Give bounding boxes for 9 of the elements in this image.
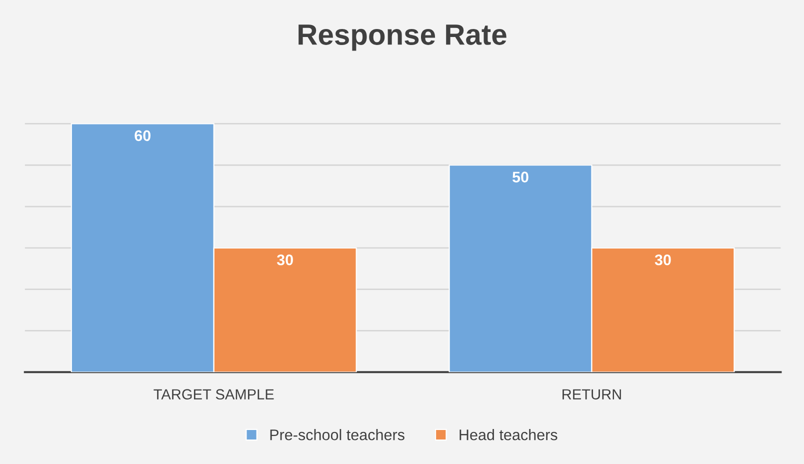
data-label: 50 xyxy=(512,172,528,182)
chart-title: Response Rate xyxy=(298,24,506,51)
legend-label: Pre-school teachers xyxy=(270,429,404,440)
data-label: 30 xyxy=(654,254,671,266)
data-label: 30 xyxy=(276,254,293,266)
x-tick-label: TARGET SAMPLE xyxy=(154,389,274,400)
data-label: 60 xyxy=(134,130,151,142)
legend-label: Head teachers xyxy=(460,429,558,440)
x-tick-label: RETURN xyxy=(562,389,621,400)
